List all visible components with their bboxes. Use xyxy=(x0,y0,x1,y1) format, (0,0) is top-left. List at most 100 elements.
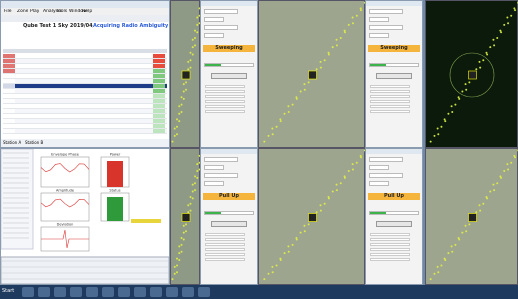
start-button[interactable]: Start xyxy=(2,288,18,296)
track-dot xyxy=(332,46,334,48)
track-dot xyxy=(444,118,446,120)
track-dot xyxy=(196,177,198,179)
track-dot xyxy=(263,141,265,143)
row-cell xyxy=(3,129,15,133)
track-dot xyxy=(503,24,505,26)
map-canvas xyxy=(171,1,201,149)
track-dot xyxy=(465,83,467,85)
row-cell xyxy=(3,59,15,63)
option-row xyxy=(205,95,245,98)
track-dot xyxy=(478,61,480,63)
taskbar-icon[interactable] xyxy=(182,287,194,297)
tab[interactable]: Station B xyxy=(25,140,43,145)
track-dot xyxy=(468,81,470,83)
track-dot xyxy=(174,128,176,130)
track-dot xyxy=(192,197,194,199)
readout xyxy=(204,157,238,162)
track-dot xyxy=(348,24,350,26)
menu-item[interactable]: File xyxy=(4,9,12,14)
track-dot xyxy=(276,126,278,128)
track-dot xyxy=(482,203,484,205)
track-dot xyxy=(513,155,515,157)
track-dot xyxy=(465,230,467,232)
readout xyxy=(204,9,238,14)
track-dot xyxy=(440,126,442,128)
track-dot xyxy=(496,37,498,39)
taskbar-icon[interactable] xyxy=(166,287,178,297)
readout xyxy=(369,173,403,178)
taskbar-icon[interactable] xyxy=(118,287,130,297)
track-dot xyxy=(451,111,453,113)
menu-item[interactable]: Play xyxy=(30,9,39,14)
track-dot xyxy=(287,105,289,107)
track-dot xyxy=(344,175,346,177)
track-dot xyxy=(288,111,290,113)
track-dot xyxy=(352,163,354,165)
track-dot xyxy=(510,162,512,164)
track-dot xyxy=(447,113,449,115)
taskbar-icon[interactable] xyxy=(70,287,82,297)
track-dot xyxy=(356,162,358,164)
title-bar xyxy=(1,1,169,8)
track-dot xyxy=(360,7,362,9)
taskbar-icon[interactable] xyxy=(102,287,114,297)
readout xyxy=(369,181,389,186)
action-button[interactable] xyxy=(211,221,247,227)
action-button[interactable] xyxy=(376,73,412,79)
tab[interactable]: Station A xyxy=(3,140,21,145)
track-dot xyxy=(174,135,176,137)
track-dot xyxy=(295,237,297,239)
track-dot xyxy=(340,37,342,39)
map-canvas xyxy=(171,149,201,286)
track-dot xyxy=(316,211,318,213)
map-view xyxy=(258,0,365,148)
readout xyxy=(369,157,403,162)
track-dot xyxy=(320,61,322,63)
menu-item[interactable]: Tools xyxy=(56,9,67,14)
menu-item[interactable]: Help xyxy=(82,9,92,14)
taskbar-icon[interactable] xyxy=(198,287,210,297)
track-dot xyxy=(336,189,338,191)
track-dot xyxy=(190,196,192,198)
option-row xyxy=(370,110,410,113)
option-row xyxy=(205,248,245,251)
track-dot xyxy=(451,251,453,253)
map-canvas xyxy=(426,1,518,149)
track-dot xyxy=(320,210,322,212)
plot-bar xyxy=(107,161,123,187)
row-cell xyxy=(3,94,15,98)
track-dot xyxy=(486,54,488,56)
track-dot xyxy=(183,225,185,227)
option-row xyxy=(370,105,410,108)
track-dot xyxy=(194,175,196,177)
row-cell xyxy=(3,54,15,58)
option-row xyxy=(205,258,245,261)
track-dot xyxy=(272,133,274,135)
track-dot xyxy=(308,81,310,83)
taskbar-icon[interactable] xyxy=(22,287,34,297)
taskbar-icon[interactable] xyxy=(38,287,50,297)
map-view xyxy=(425,0,518,148)
taskbar-icon[interactable] xyxy=(54,287,66,297)
track-dot xyxy=(172,141,174,143)
action-button[interactable] xyxy=(376,221,412,227)
taskbar-icon[interactable] xyxy=(86,287,98,297)
readout xyxy=(369,17,389,22)
track-dot xyxy=(271,266,273,268)
track-dot xyxy=(196,24,198,26)
track-dot xyxy=(440,264,442,266)
row-status xyxy=(153,64,165,68)
menu-item[interactable]: Zone xyxy=(17,9,28,14)
plot-title: Power xyxy=(110,153,121,157)
track-dot xyxy=(196,170,198,172)
track-dot xyxy=(336,39,338,41)
control-panel: Sweeping xyxy=(200,0,258,148)
row-cell xyxy=(3,114,15,118)
plot-title: Envelope Phase xyxy=(51,153,79,157)
taskbar-icon[interactable] xyxy=(134,287,146,297)
track-dot xyxy=(510,15,512,17)
row-status xyxy=(153,129,165,133)
taskbar-icon[interactable] xyxy=(150,287,162,297)
action-button[interactable] xyxy=(211,73,247,79)
